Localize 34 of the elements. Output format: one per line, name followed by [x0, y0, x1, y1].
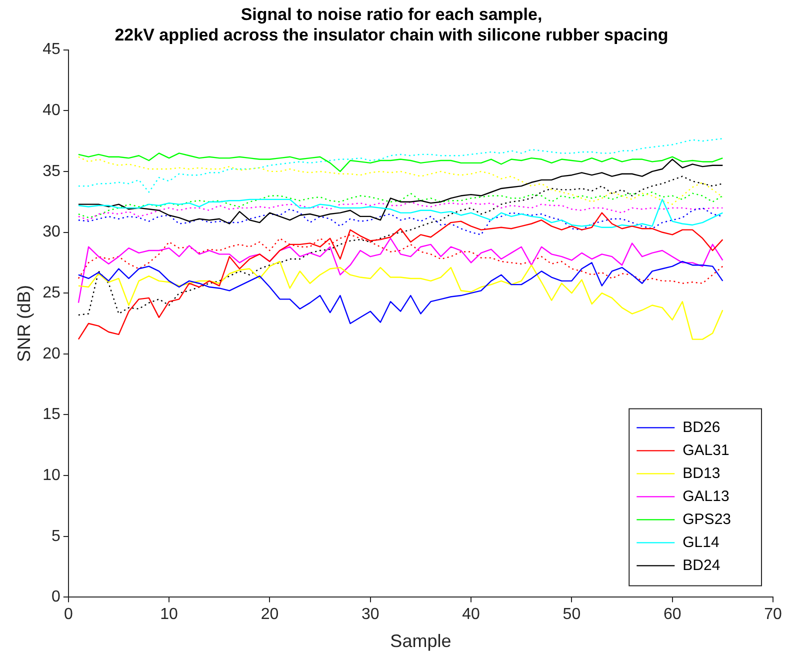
x-tick-label: 50 — [562, 606, 581, 624]
y-tick-label: 25 — [42, 284, 60, 302]
legend-label: BD24 — [682, 556, 720, 574]
x-tick-label: 70 — [764, 606, 782, 624]
line-series — [78, 176, 724, 316]
line-series — [78, 192, 724, 218]
x-tick-label: 30 — [361, 606, 380, 624]
legend-label: GAL13 — [682, 488, 730, 505]
y-tick-label: 15 — [42, 406, 60, 424]
legend-label: GAL31 — [682, 442, 730, 459]
legend-label: BD13 — [682, 464, 720, 482]
chart-title: Signal to noise ratio for each sample, 22kV applied across the insulator chain with silicone rubber spacing — [114, 4, 668, 44]
y-axis-title: SNR (dB) — [14, 284, 34, 362]
line-series — [78, 138, 724, 193]
y-tick-label: 5 — [51, 528, 60, 545]
x-tick-label: 60 — [663, 606, 682, 624]
x-axis-title: Sample — [390, 631, 452, 652]
y-tick-label: 35 — [42, 162, 60, 180]
legend-label: BD26 — [682, 418, 720, 436]
line-series — [78, 207, 724, 236]
y-tick-label: 10 — [42, 466, 60, 484]
x-tick-label: 10 — [160, 606, 178, 624]
line-series — [78, 156, 724, 205]
legend-label: GPS23 — [682, 510, 732, 528]
y-tick-label: 40 — [42, 102, 60, 120]
y-tick-label: 45 — [42, 41, 60, 58]
y-tick-label: 0 — [51, 588, 60, 606]
y-tick-label: 20 — [42, 345, 60, 362]
x-tick-label: 40 — [462, 606, 480, 624]
x-tick-label: 20 — [260, 606, 279, 624]
y-tick-label: 30 — [42, 224, 60, 241]
x-tick-label: 0 — [64, 606, 73, 624]
line-series — [78, 201, 724, 221]
legend-label: GL14 — [682, 534, 720, 551]
